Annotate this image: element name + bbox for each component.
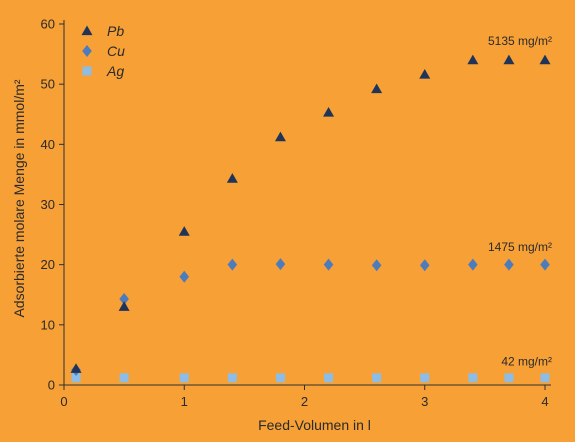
data-point-ag (275, 373, 285, 383)
legend-label-pb: Pb (107, 23, 124, 39)
x-tick-label: 0 (60, 394, 67, 409)
data-point-ag (119, 373, 129, 383)
x-axis-title: Feed-Volumen in l (258, 417, 371, 433)
data-point-pb (323, 106, 335, 117)
data-point-ag (420, 373, 430, 383)
y-tick-label: 60 (41, 17, 55, 32)
data-point-pb (226, 173, 238, 183)
y-tick-label: 0 (48, 378, 55, 393)
data-point-cu (540, 258, 550, 271)
x-tick-label: 2 (301, 394, 308, 409)
data-point-ag (179, 373, 189, 383)
data-point-ag (227, 373, 237, 383)
annotation-pb: 5135 mg/m² (488, 34, 552, 48)
y-axis-title: Adsorbierte molare Menge in mmol/m² (11, 79, 27, 317)
x-tick-label: 4 (541, 394, 548, 409)
data-point-pb (503, 54, 515, 65)
data-point-ag (71, 373, 81, 383)
data-point-ag (540, 373, 550, 383)
data-point-ag (468, 373, 478, 383)
data-point-pb (274, 131, 286, 142)
y-tick-label: 20 (41, 257, 55, 272)
data-point-ag (372, 373, 382, 383)
data-point-pb (118, 301, 130, 311)
data-point-pb (70, 363, 82, 373)
annotation-cu: 1475 mg/m² (488, 240, 552, 254)
y-tick-label: 10 (41, 317, 55, 332)
data-point-cu (504, 258, 514, 271)
y-tick-label: 40 (41, 137, 55, 152)
legend-marker-pb (81, 25, 93, 36)
x-tick-label: 3 (421, 394, 428, 409)
data-point-cu (275, 258, 286, 271)
data-point-pb (178, 226, 190, 236)
data-point-cu (371, 259, 382, 272)
data-point-cu (323, 258, 334, 271)
y-tick-label: 50 (41, 77, 55, 92)
annotations: 5135 mg/m² 1475 mg/m² 42 mg/m² (488, 34, 552, 368)
data-point-cu (227, 258, 238, 271)
data-point-ag (504, 373, 514, 383)
legend-label-cu: Cu (107, 43, 125, 59)
legend-marker-ag (82, 66, 92, 76)
legend: Pb Cu Ag (81, 23, 125, 79)
data-point-pb (539, 54, 551, 65)
legend-marker-cu (82, 45, 92, 57)
data-marks (70, 54, 551, 383)
x-tick-label: 1 (181, 394, 188, 409)
y-tick-label: 30 (41, 197, 55, 212)
data-point-cu (119, 292, 129, 305)
annotation-ag: 42 mg/m² (501, 354, 552, 368)
data-point-pb (419, 69, 431, 79)
data-point-pb (371, 83, 383, 94)
data-point-cu (468, 258, 478, 271)
data-point-cu (179, 270, 190, 283)
data-point-ag (324, 373, 334, 383)
legend-label-ag: Ag (106, 63, 124, 79)
data-point-pb (467, 54, 479, 65)
data-point-cu (419, 259, 430, 272)
